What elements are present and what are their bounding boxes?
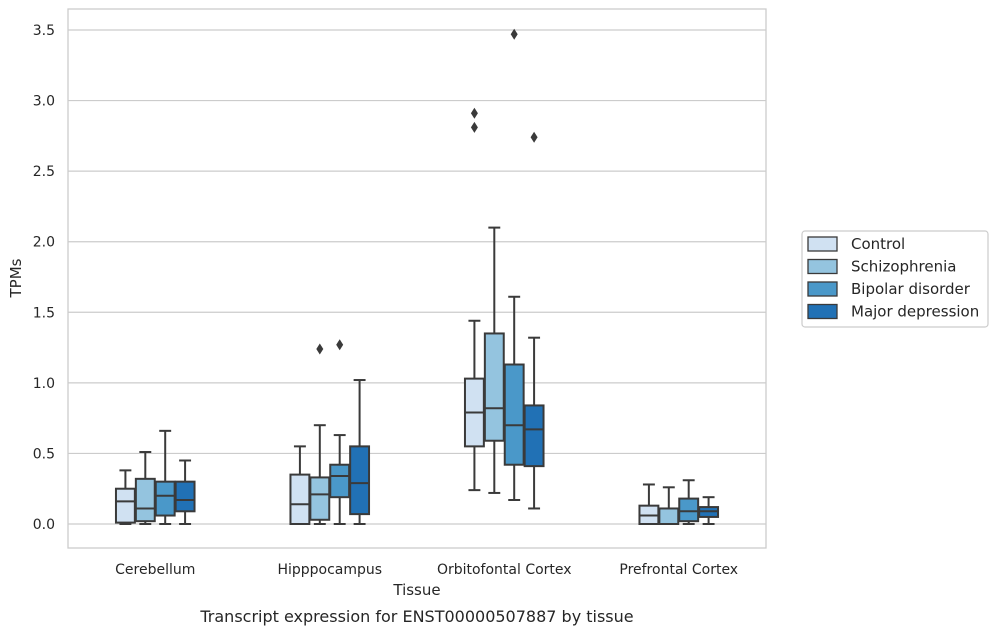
y-tick-label: 3.5	[33, 23, 55, 39]
legend-swatch	[807, 236, 838, 252]
box-iqr	[523, 404, 545, 468]
legend-frame	[801, 230, 989, 328]
chart-caption: Transcript expression for ENST0000050788…	[199, 607, 633, 626]
y-tick-label: 3.0	[33, 94, 55, 110]
box-iqr	[503, 363, 525, 466]
box-0-2	[154, 429, 176, 525]
box-0-0	[114, 469, 136, 525]
x-tick-label: Prefrontal Cortex	[619, 562, 738, 578]
x-tick-label: Cerebellum	[115, 562, 195, 578]
box-0-3	[174, 459, 196, 525]
outlier-point	[530, 131, 538, 143]
box-iqr	[349, 445, 371, 516]
box-iqr	[483, 332, 505, 442]
box-2-2	[503, 28, 525, 502]
y-axis-ticks: 0.0 0.5 1.0 1.5 2.0 2.5 3.0 3.5	[33, 23, 55, 533]
y-tick-label: 0.0	[33, 517, 55, 533]
box-iqr	[114, 487, 136, 524]
x-tick-label: Orbitofontal Cortex	[437, 562, 572, 578]
box-plot-area	[114, 28, 720, 526]
box-1-3	[349, 379, 371, 525]
box-1-1	[309, 343, 331, 525]
legend-swatch	[807, 258, 838, 275]
box-iqr	[289, 473, 311, 526]
box-1-2	[329, 339, 351, 525]
y-tick-label: 2.5	[33, 164, 55, 180]
box-iqr	[174, 480, 196, 513]
box-0-1	[134, 451, 156, 525]
y-tick-label: 1.5	[33, 305, 55, 321]
box-3-1	[658, 486, 680, 525]
box-iqr	[154, 480, 176, 517]
box-iqr	[678, 497, 700, 523]
box-2-3	[523, 131, 545, 510]
outlier-point	[336, 339, 344, 351]
legend-label: Bipolar disorder	[851, 280, 971, 298]
legend-label: Control	[851, 235, 905, 253]
box-3-0	[638, 483, 660, 525]
x-axis-ticks: Cerebellum Hipppocampus Orbitofontal Corte…	[115, 562, 738, 578]
box-3-3	[698, 496, 720, 525]
outlier-point	[316, 343, 324, 355]
legend-swatch	[807, 281, 838, 297]
y-axis-label: TPMs	[7, 258, 25, 298]
box-iqr	[134, 477, 156, 523]
legend-label: Major depression	[851, 303, 979, 321]
outlier-point	[470, 107, 478, 119]
y-tick-label: 1.0	[33, 376, 55, 392]
box-2-0	[463, 107, 485, 492]
grid-lines	[68, 29, 766, 525]
outlier-point	[510, 28, 518, 40]
box-iqr	[329, 463, 351, 499]
box-iqr	[309, 476, 331, 521]
plot-frame	[67, 8, 767, 549]
legend-swatch	[807, 303, 838, 320]
box-iqr	[658, 507, 680, 525]
legend: Control Schizophrenia Bipolar disorder Majo…	[801, 230, 989, 328]
legend-label: Schizophrenia	[851, 258, 956, 276]
x-tick-label: Hipppocampus	[277, 562, 382, 578]
y-tick-label: 2.0	[33, 235, 55, 251]
outlier-point	[470, 121, 478, 133]
box-1-0	[289, 445, 311, 526]
y-tick-label: 0.5	[33, 446, 55, 462]
x-axis-label: Tissue	[392, 581, 440, 599]
box-3-2	[678, 479, 700, 525]
